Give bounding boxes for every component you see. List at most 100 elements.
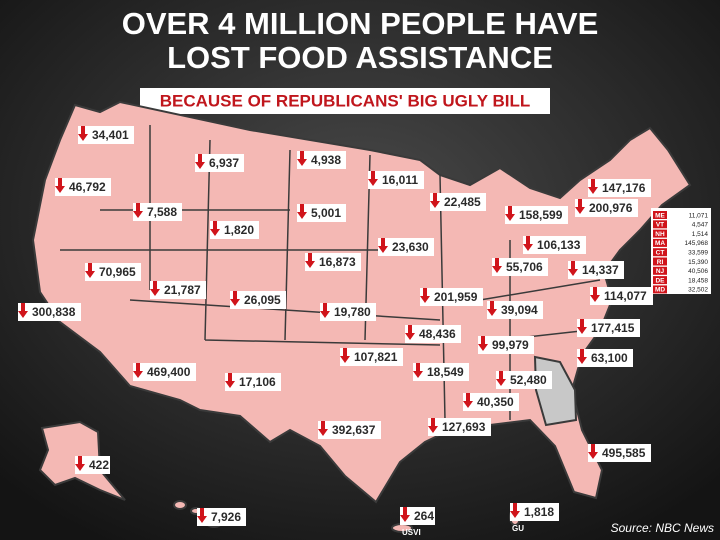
down-arrow xyxy=(588,444,598,459)
down-arrow xyxy=(577,349,587,364)
label-value: 14,337 xyxy=(582,263,619,277)
down-arrow xyxy=(18,303,28,318)
hawaii-island xyxy=(173,500,187,510)
label-value: 158,599 xyxy=(519,208,563,222)
state-value: 40,506 xyxy=(688,268,708,275)
label-value: 5,001 xyxy=(311,206,341,220)
state-label: 106,133 xyxy=(523,236,586,254)
down-arrow xyxy=(85,263,95,278)
label-value: 55,706 xyxy=(506,260,543,274)
state-label: 99,979 xyxy=(478,336,534,354)
label-box xyxy=(510,503,559,521)
abbr-box xyxy=(653,211,667,219)
down-arrow xyxy=(420,288,430,303)
state-abbr: MA xyxy=(655,240,665,247)
label-box xyxy=(305,253,361,271)
label-value: 99,979 xyxy=(492,338,529,352)
label-value: 21,787 xyxy=(164,283,201,297)
down-arrow xyxy=(523,236,533,251)
abbr-box xyxy=(653,248,667,257)
label-value: 147,176 xyxy=(602,181,646,195)
down-arrow xyxy=(510,503,520,518)
label-value: 48,436 xyxy=(419,327,456,341)
state-abbr: MD xyxy=(655,287,665,294)
subtitle: BECAUSE OF REPUBLICANS' BIG UGLY BILL xyxy=(160,91,531,110)
state-label: 107,821 xyxy=(340,348,403,366)
label-value: 16,011 xyxy=(382,173,418,187)
state-value: 18,458 xyxy=(688,277,708,284)
down-arrow xyxy=(577,319,587,334)
label-value: 392,637 xyxy=(332,423,376,437)
state-label: 264 USVI xyxy=(400,507,435,537)
label-box xyxy=(78,126,134,144)
state-label: 147,176 xyxy=(588,179,651,197)
state-label: 34,401 xyxy=(78,126,134,144)
state-label: 7,926 xyxy=(197,508,246,526)
state-label: 127,693 xyxy=(428,418,491,436)
down-arrow xyxy=(400,507,410,522)
label-box xyxy=(230,291,286,309)
title-line: OVER 4 MILLION PEOPLE HAVE xyxy=(122,6,599,41)
down-arrow xyxy=(368,171,378,186)
label-box xyxy=(577,349,633,367)
state-label: 495,585 xyxy=(588,444,651,462)
state-label: 22,485 xyxy=(430,193,486,211)
label-value: 26,095 xyxy=(244,293,281,307)
state-abbr: CT xyxy=(656,250,665,257)
contiguous-us xyxy=(31,100,692,504)
state-abbr: VT xyxy=(656,222,664,229)
state-label: 14,337 xyxy=(568,261,624,279)
label-value: 4,938 xyxy=(311,153,341,167)
state-label: 40,350 xyxy=(463,393,519,411)
abbr-box xyxy=(653,276,667,285)
label-box xyxy=(577,319,640,337)
down-arrow xyxy=(496,371,506,386)
state-label: 19,780 xyxy=(320,303,376,321)
down-arrow xyxy=(575,199,585,214)
down-arrow xyxy=(133,363,143,378)
title-line: LOST FOOD ASSISTANCE xyxy=(167,40,553,75)
abbr-box xyxy=(653,266,667,275)
state-label: 70,965 xyxy=(85,263,141,281)
label-box xyxy=(496,371,552,389)
label-box xyxy=(523,236,586,254)
label-box xyxy=(368,171,424,189)
down-arrow xyxy=(428,418,438,433)
state-value: 145,968 xyxy=(685,240,709,247)
state-label: 26,095 xyxy=(230,291,286,309)
label-value: 264 xyxy=(414,509,434,523)
state-abbr: RI xyxy=(657,259,664,266)
state-value: 33,599 xyxy=(688,250,708,257)
territory-tag: USVI xyxy=(402,528,421,537)
label-box xyxy=(133,363,196,381)
down-arrow xyxy=(297,151,307,166)
state-label: 16,873 xyxy=(305,253,361,271)
down-arrow xyxy=(305,253,315,268)
territory-tag: GU xyxy=(512,524,524,533)
down-arrow xyxy=(230,291,240,306)
label-box xyxy=(85,263,141,281)
down-arrow xyxy=(340,348,350,363)
label-box xyxy=(590,287,653,305)
state-label: 55,706 xyxy=(492,258,548,276)
state-label: 201,959 xyxy=(420,288,483,306)
state-abbr: NJ xyxy=(656,268,665,275)
down-arrow xyxy=(225,373,235,388)
down-arrow xyxy=(590,287,600,302)
state-label: 114,077 xyxy=(590,287,653,305)
label-value: 39,094 xyxy=(501,303,538,317)
label-value: 200,976 xyxy=(589,201,633,215)
state-label: 469,400 xyxy=(133,363,196,381)
label-value: 70,965 xyxy=(99,265,136,279)
state-label: 1,820 xyxy=(210,221,259,239)
label-box xyxy=(400,507,435,525)
label-value: 114,077 xyxy=(604,289,647,303)
label-box xyxy=(195,154,244,172)
state-label: 63,100 xyxy=(577,349,633,367)
label-box xyxy=(478,336,534,354)
down-arrow xyxy=(405,325,415,340)
label-box xyxy=(297,151,346,169)
